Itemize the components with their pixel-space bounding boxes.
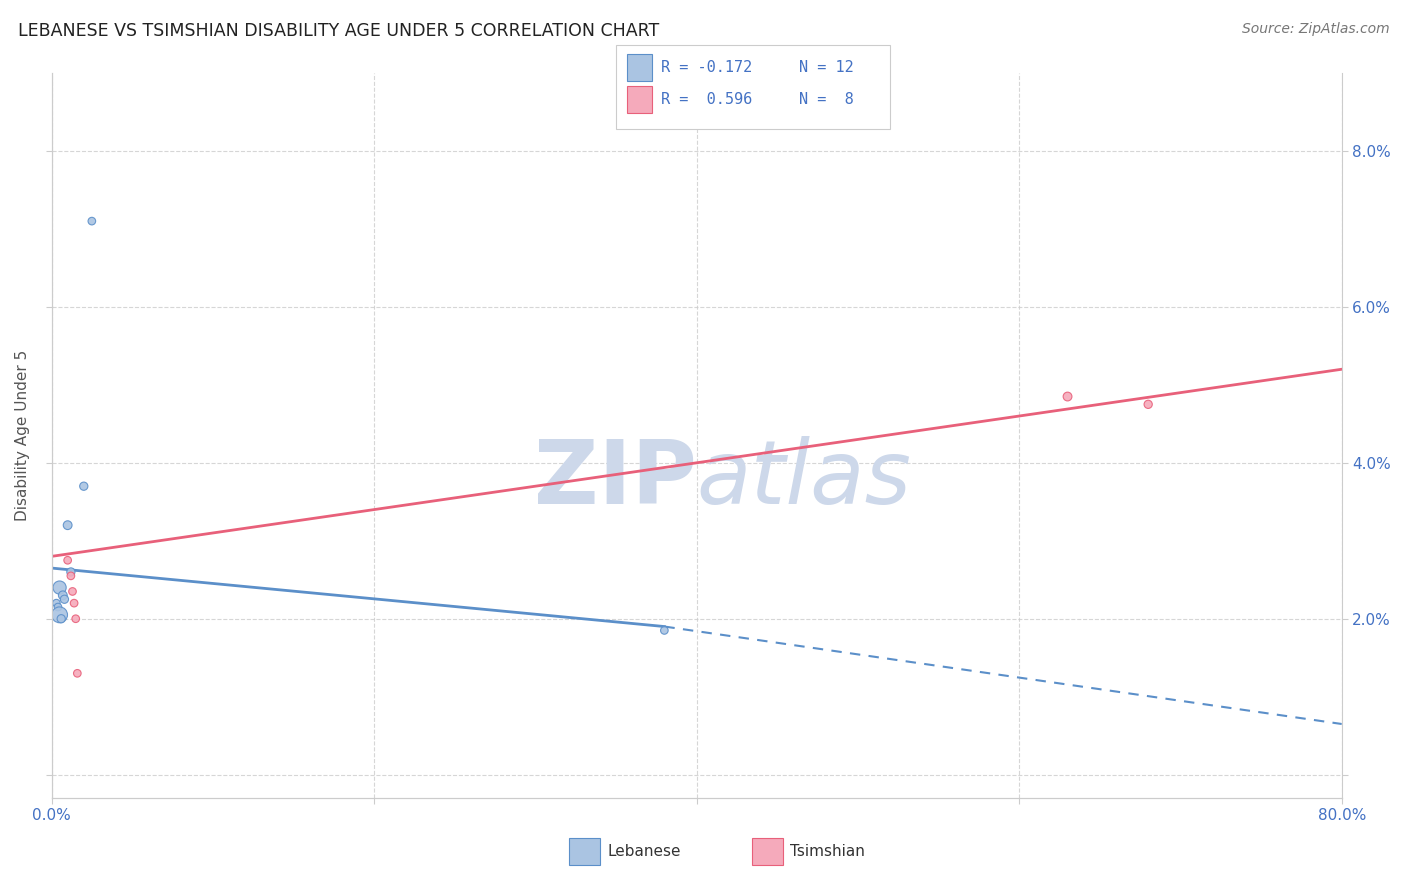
Text: N =  8: N = 8 (799, 92, 853, 107)
Point (59, 565, 82, 579)
Point (52, 588, 75, 602)
Text: R = -0.172: R = -0.172 (661, 60, 752, 75)
Point (45, 596, 67, 610)
Point (51, 612, 73, 626)
Y-axis label: Disability Age Under 5: Disability Age Under 5 (15, 350, 30, 521)
Point (56, 518, 79, 533)
Point (48, 607, 70, 622)
Point (46, 600, 69, 615)
Point (65, 612, 87, 626)
Point (59, 569, 82, 583)
Point (53, 592, 76, 607)
Point (56, 553, 79, 567)
Text: R =  0.596: R = 0.596 (661, 92, 752, 107)
Point (1056, 390, 1078, 404)
Point (80, 214, 103, 228)
Point (62, 584, 84, 599)
Text: N = 12: N = 12 (799, 60, 853, 75)
Text: LEBANESE VS TSIMSHIAN DISABILITY AGE UNDER 5 CORRELATION CHART: LEBANESE VS TSIMSHIAN DISABILITY AGE UND… (18, 22, 659, 40)
Point (63, 596, 86, 610)
Point (73, 479, 96, 493)
Point (1137, 397, 1160, 411)
Point (48, 581, 70, 595)
Text: Lebanese: Lebanese (607, 845, 681, 859)
Text: Source: ZipAtlas.com: Source: ZipAtlas.com (1241, 22, 1389, 37)
Point (654, 624, 676, 638)
Text: atlas: atlas (696, 436, 911, 522)
Text: ZIP: ZIP (534, 435, 696, 523)
Point (66, 666, 89, 681)
Text: Tsimshian: Tsimshian (790, 845, 865, 859)
